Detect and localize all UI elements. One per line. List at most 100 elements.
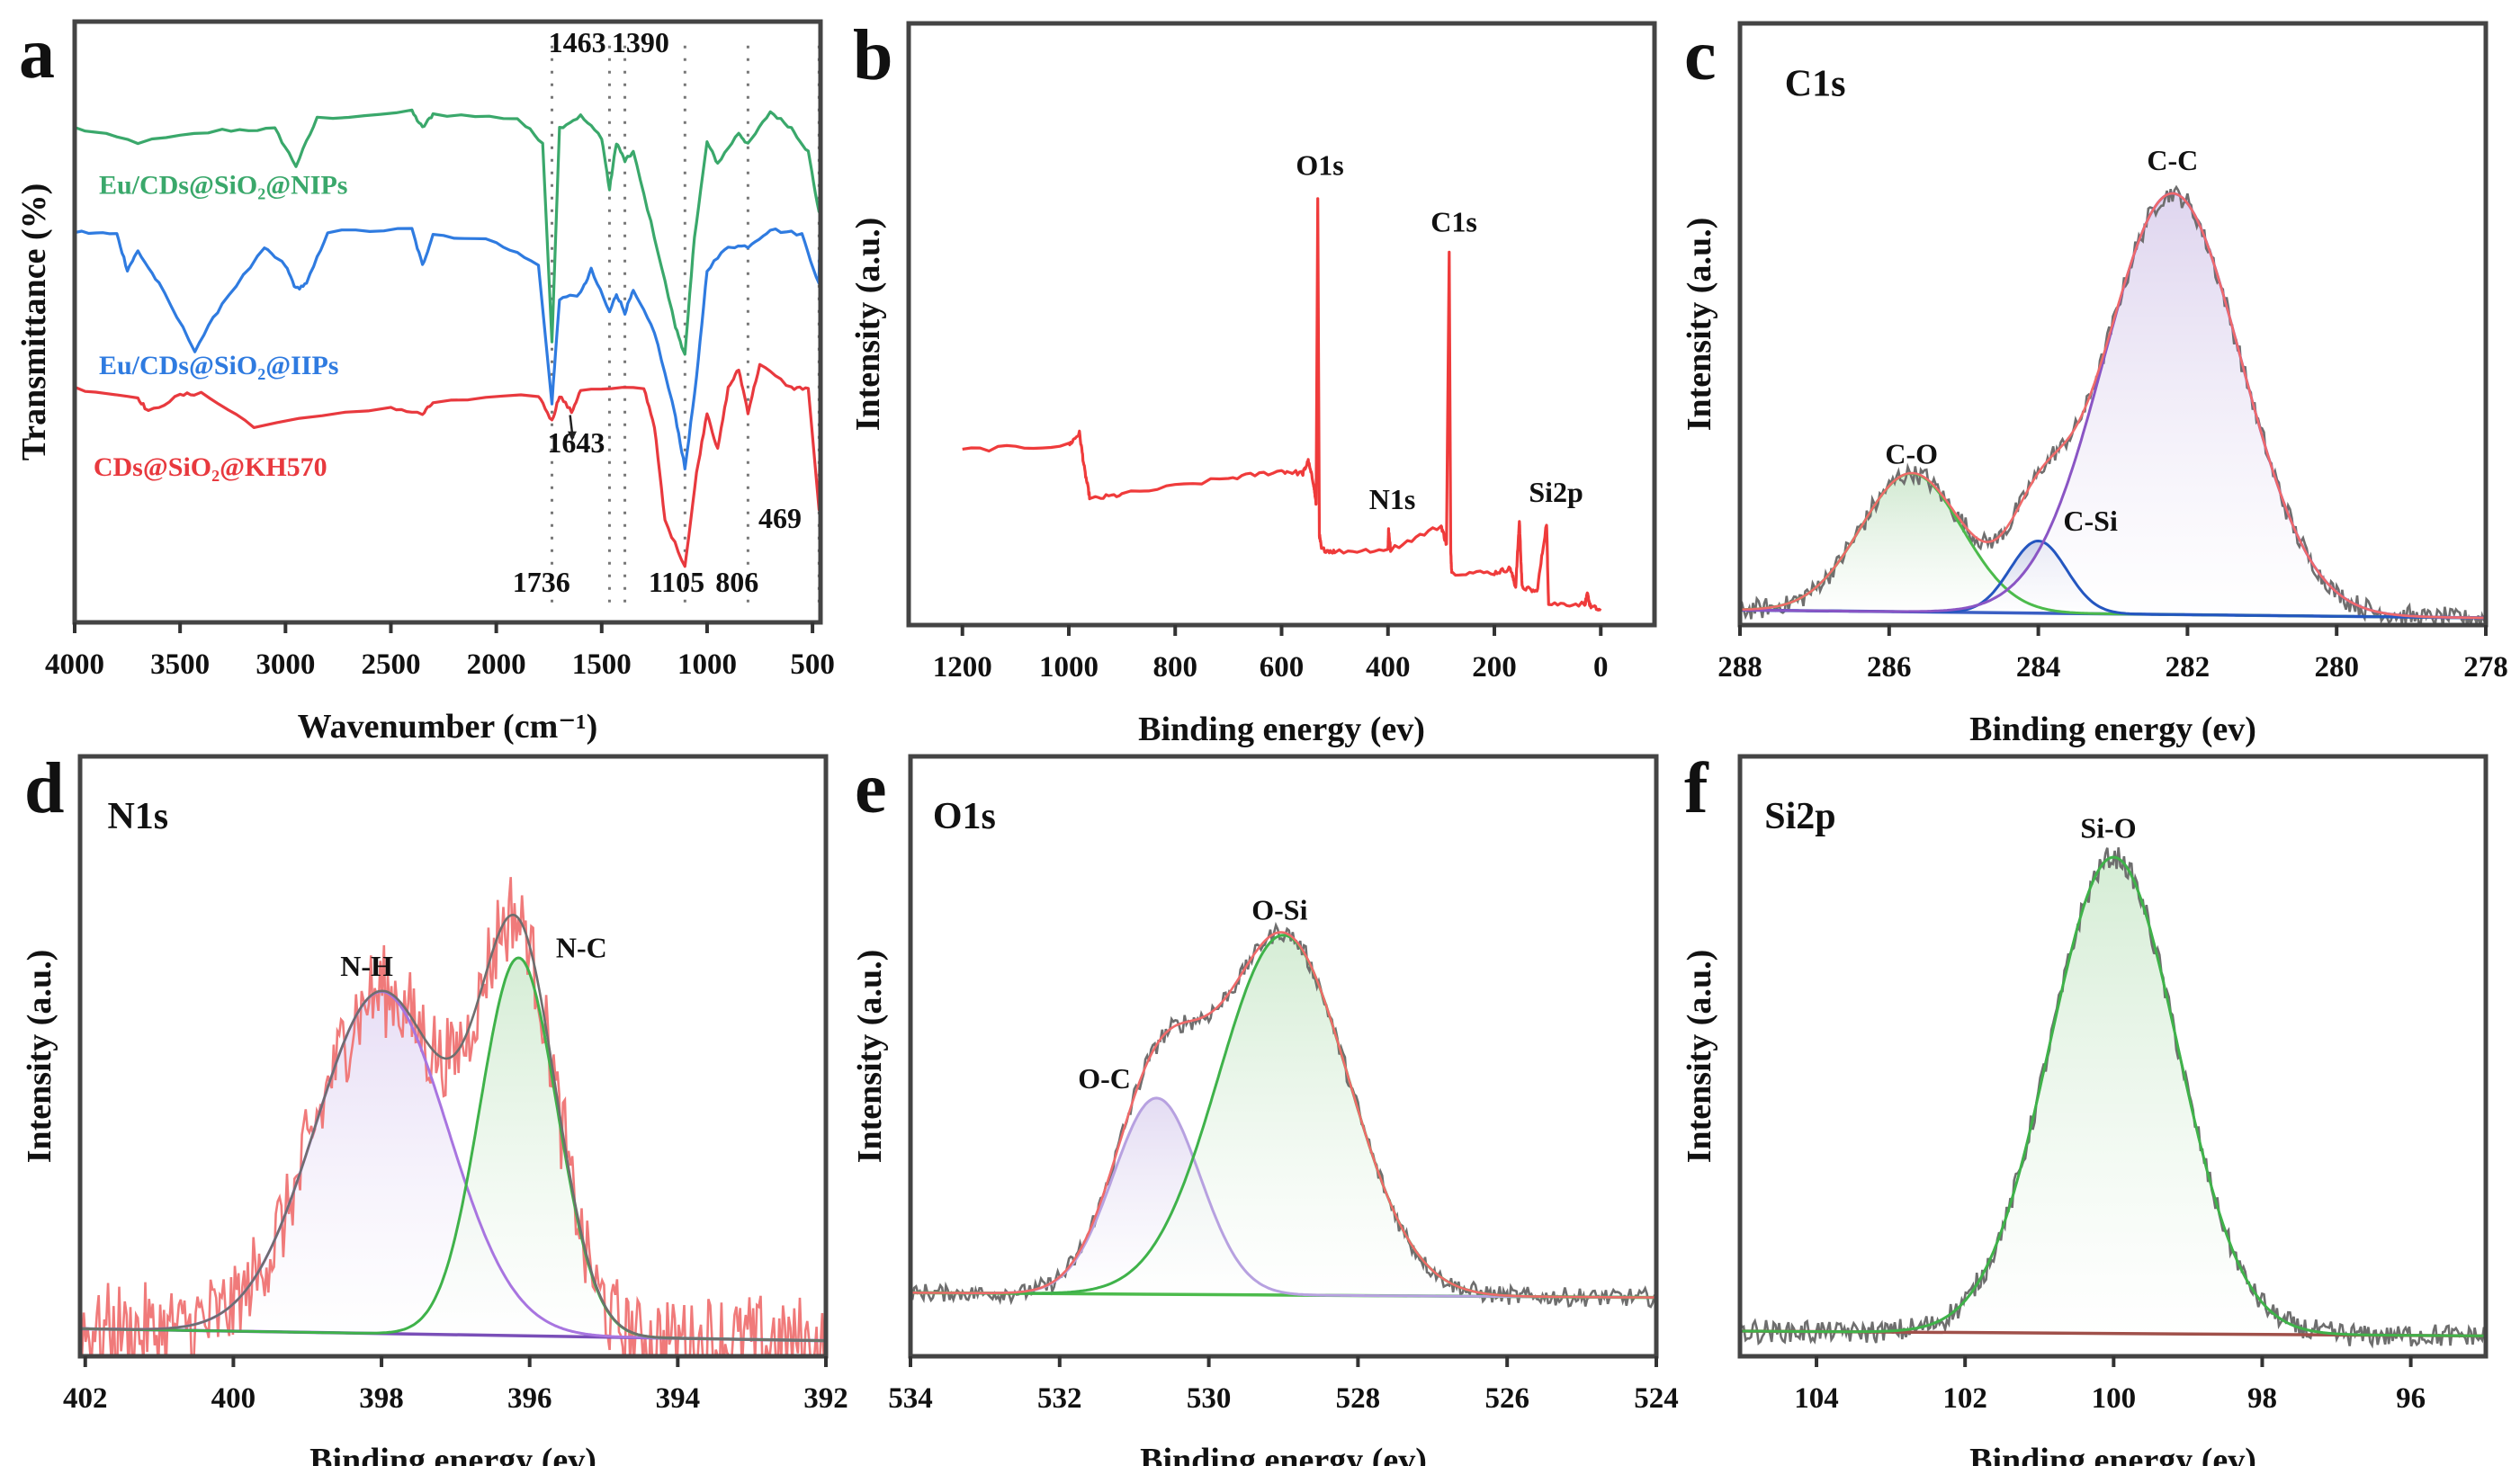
peak-annotation: 1643	[547, 426, 605, 459]
peak-fill-O-Si	[910, 934, 1656, 1298]
envelope-curve	[1740, 855, 2486, 1337]
plot-frame	[72, 19, 823, 625]
panel-title: Si2p	[1764, 796, 1835, 837]
x-tick-label: 400	[211, 1382, 256, 1415]
x-axis-label: Binding energy (ev)	[1969, 1442, 2256, 1466]
plot-area	[910, 921, 1656, 1309]
y-axis-label: Intensity (a.u.)	[851, 950, 889, 1164]
peak-label: O-C	[1078, 1062, 1131, 1095]
peak-annotation: 1390	[612, 26, 669, 58]
x-tick-label: 396	[507, 1382, 552, 1415]
x-tick-label: 528	[1336, 1382, 1381, 1415]
peak-fill-Si-O	[1740, 857, 2486, 1336]
x-tick-label: 524	[1634, 1382, 1679, 1415]
x-tick-label: 530	[1187, 1382, 1232, 1415]
x-axis-label: Binding energy (ev)	[1138, 711, 1425, 748]
x-axis-label: Binding energy (ev)	[309, 1442, 596, 1466]
panel-title: C1s	[1785, 63, 1846, 104]
plot-area	[75, 45, 821, 604]
panel-c: C-O C-Si C-C 288 286 284 282 280 278 Binding ener…	[1681, 16, 2508, 748]
plot-area	[962, 197, 1602, 612]
x-tick-label: 800	[1152, 651, 1197, 684]
x-tick-label: 278	[2463, 651, 2508, 684]
panel-title: O1s	[933, 796, 996, 837]
x-tick-label: 104	[1794, 1382, 1839, 1415]
x-tick-label: 534	[888, 1382, 933, 1415]
plot-area	[1740, 847, 2486, 1349]
x-tick-label: 1200	[933, 651, 992, 684]
panel-title: N1s	[107, 796, 168, 837]
plot-area	[1740, 184, 2486, 625]
peak-annotation: 1463	[549, 26, 606, 58]
panel-letter: a	[19, 14, 55, 94]
panel-letter: f	[1684, 749, 1709, 828]
peak-annotation: 469	[758, 502, 802, 534]
peak-annotation: 806	[715, 566, 758, 598]
x-tick-label: 98	[2247, 1382, 2277, 1415]
x-axis-label: Wavenumber (cm⁻¹)	[298, 708, 598, 746]
panel-letter: b	[853, 16, 893, 95]
panel-letter: d	[24, 749, 65, 828]
envelope-curve	[1740, 192, 2486, 620]
panel-d: N-H N-C 402 400 398 396 394 392 Binding energy (…	[21, 749, 848, 1466]
series-line-2	[75, 362, 821, 568]
peak-fill-N-H	[80, 991, 826, 1341]
x-tick-label: 102	[1942, 1382, 1987, 1415]
series-line-1	[75, 203, 821, 471]
peak-annotation: N1s	[1369, 483, 1416, 515]
panel-letter: c	[1684, 16, 1717, 95]
panel-letter: e	[855, 749, 887, 828]
plot-frame	[77, 754, 829, 1359]
peak-annotation: C1s	[1430, 205, 1477, 237]
plot-frame	[906, 21, 1657, 628]
peak-label: N-C	[556, 931, 607, 963]
panel-a: 4000 3500 3000 2500 2000 1500 1000 500 Wavenumbe…	[15, 14, 835, 746]
x-tick-label: 1500	[572, 648, 632, 681]
peak-annotation: 1736	[513, 566, 570, 598]
series-line-0	[75, 108, 821, 356]
plot-area	[80, 877, 826, 1356]
arrow-head-icon	[567, 431, 577, 442]
x-tick-label: 1000	[677, 648, 737, 681]
y-axis-label: Intensity (a.u.)	[1681, 950, 1718, 1164]
x-tick-label: 2500	[361, 648, 420, 681]
x-tick-label: 392	[803, 1382, 848, 1415]
y-axis-label: Transmittance (%)	[15, 183, 53, 461]
panel-f: Si-O 104 102 100 98 96 Binding energy (ev) Inte…	[1681, 749, 2489, 1466]
peak-label: Si-O	[2080, 812, 2136, 845]
x-tick-label: 1000	[1039, 651, 1099, 684]
x-tick-label: 200	[1472, 651, 1517, 684]
peak-label: N-H	[340, 950, 393, 982]
peak-fill-O-C	[910, 1097, 1656, 1298]
x-tick-label: 394	[656, 1382, 701, 1415]
x-tick-label: 96	[2396, 1382, 2426, 1415]
x-tick-label: 526	[1484, 1382, 1529, 1415]
x-tick-label: 3000	[256, 648, 315, 681]
x-tick-label: 4000	[45, 648, 104, 681]
peak-annotation: O1s	[1296, 149, 1343, 182]
x-tick-label: 284	[2016, 651, 2061, 684]
peak-fill-C-O	[1740, 473, 2486, 618]
x-tick-label: 100	[2092, 1382, 2137, 1415]
y-axis-label: Intensity (a.u.)	[21, 950, 58, 1164]
panel-b: 1200 1000 800 600 400 200 0 Binding energy (ev)…	[849, 16, 1657, 748]
series-line-0	[962, 197, 1602, 612]
envelope-curve	[910, 931, 1656, 1299]
peak-label: C-Si	[2063, 505, 2118, 537]
legend-label: CDs@SiO₂@KH570	[94, 452, 327, 482]
y-axis-label: Intensity (a.u.)	[849, 218, 887, 432]
x-tick-label: 500	[790, 648, 835, 681]
peak-fill-C-C	[1740, 193, 2486, 618]
peak-annotation: Si2p	[1529, 476, 1583, 508]
x-tick-label: 282	[2166, 651, 2211, 684]
plot-frame	[1737, 21, 2489, 628]
x-tick-label: 3500	[150, 648, 210, 681]
x-tick-label: 2000	[467, 648, 526, 681]
legend-label: Eu/CDs@SiO₂@IIPs	[99, 351, 339, 380]
raw-data-line	[1740, 847, 2486, 1349]
legend-label: Eu/CDs@SiO₂@NIPs	[99, 171, 348, 201]
x-tick-label: 286	[1867, 651, 1912, 684]
x-tick-label: 398	[359, 1382, 404, 1415]
x-tick-label: 402	[63, 1382, 108, 1415]
